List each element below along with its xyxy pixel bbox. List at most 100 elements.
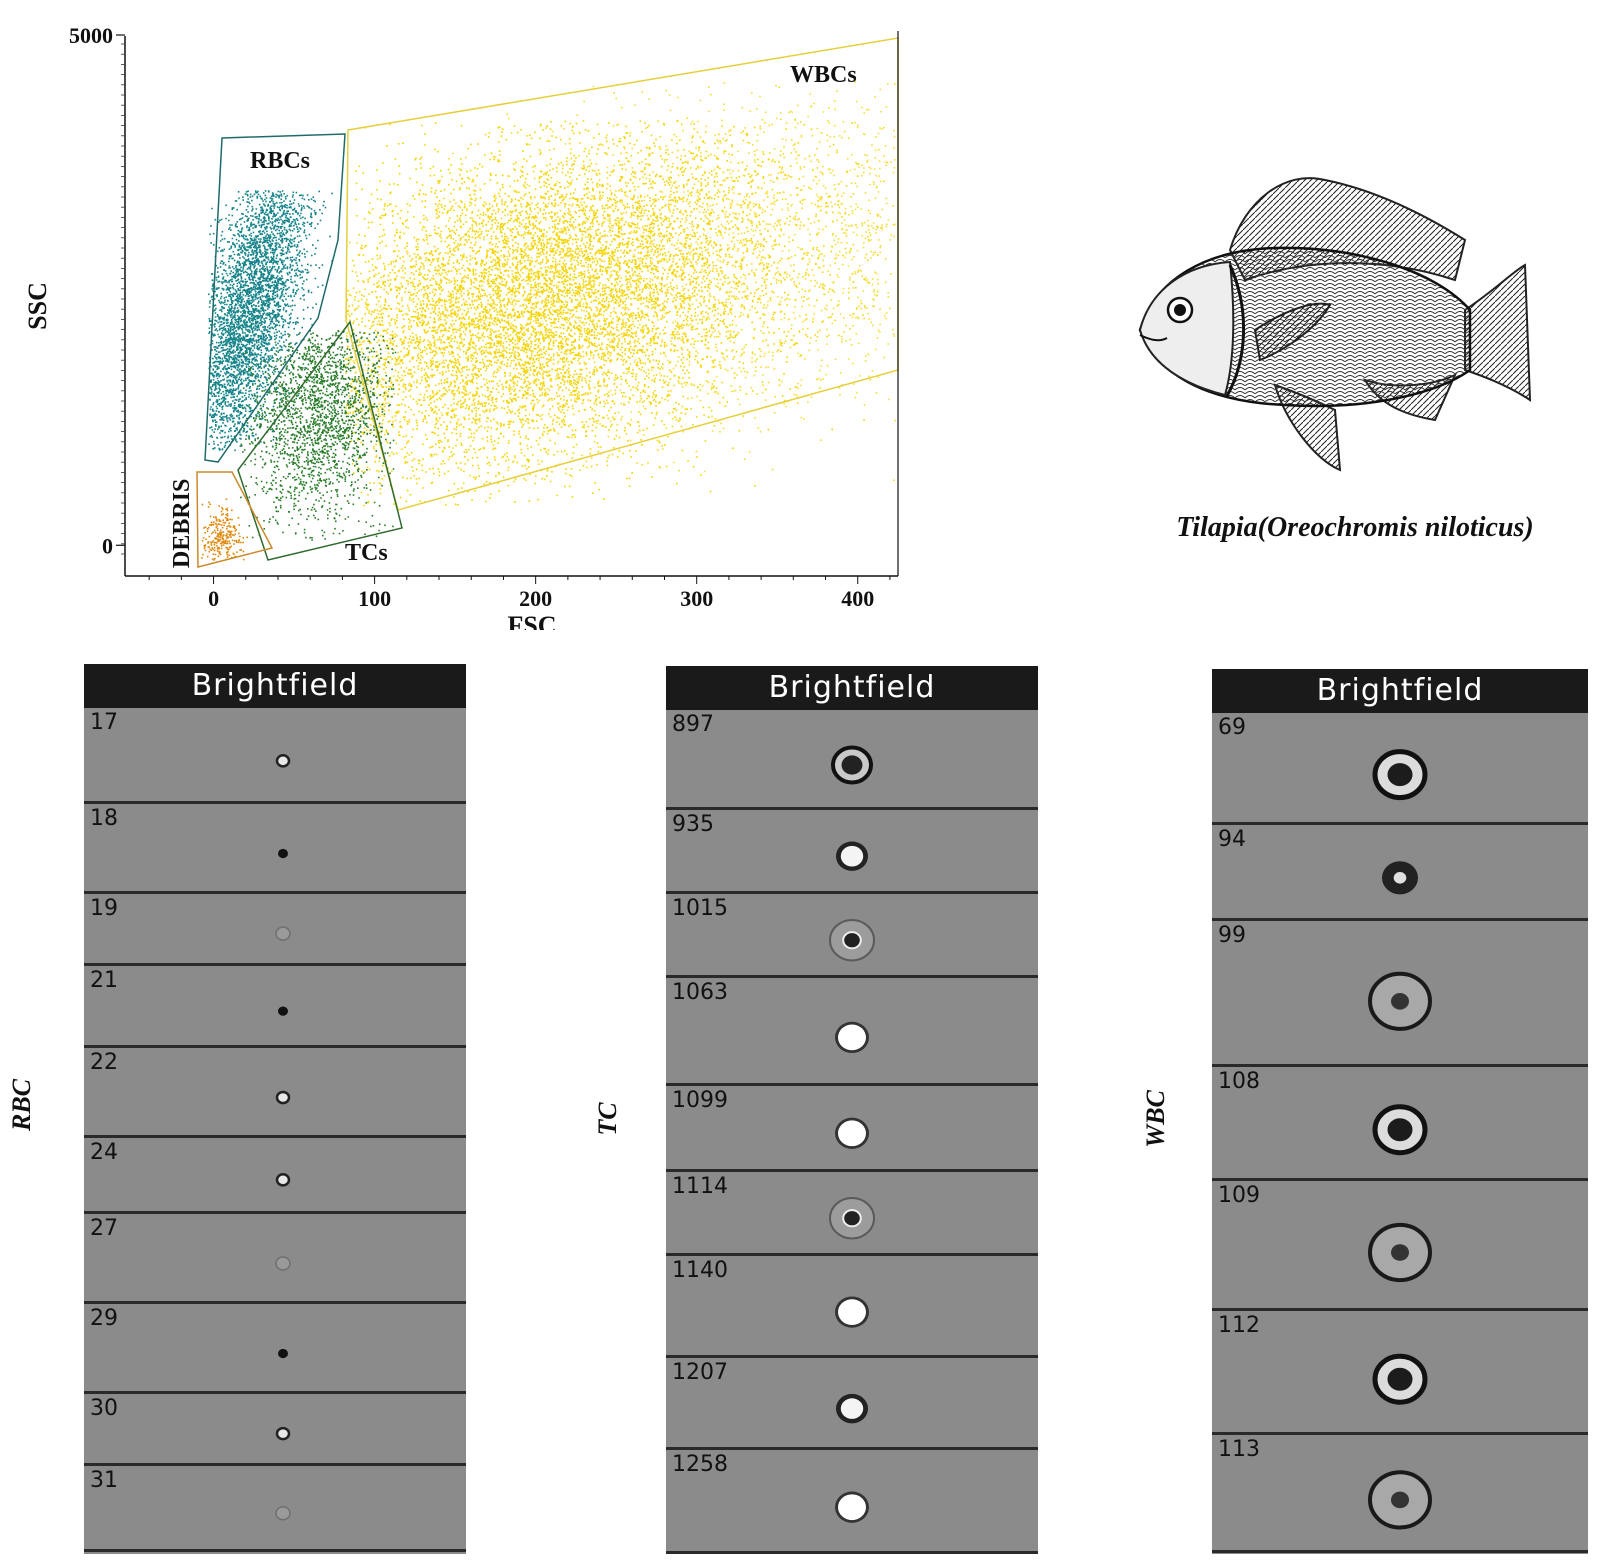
cell-id-label: 1015 (672, 896, 728, 921)
cell-nucleus (1391, 1244, 1409, 1261)
cell-image (1382, 861, 1418, 895)
cell-image-row: 94 (1212, 825, 1588, 921)
cell-body (838, 1120, 866, 1147)
x-tick-label: 0 (208, 586, 219, 611)
tc-brightfield-panel: Brightfield 897 935 1015 1063 1099 1114 1140 120… (666, 666, 1038, 1554)
wbc-dots (345, 120, 889, 507)
cell-image-row: 1099 (666, 1086, 1038, 1172)
cell-nucleus (842, 931, 862, 950)
cell-image (835, 1491, 869, 1523)
wbcs-gate (345, 37, 899, 511)
cell-id-label: 1114 (672, 1174, 728, 1199)
debris-dots (201, 498, 261, 561)
cell-nucleus (1391, 1491, 1409, 1509)
cell-image (835, 1296, 869, 1328)
rbcs-gate-label: RBCs (250, 148, 310, 174)
cell-body (275, 754, 291, 768)
cell-image (831, 745, 873, 785)
cell-id-label: 24 (90, 1140, 118, 1165)
rbc-side-label: RBC (7, 1078, 36, 1132)
cell-id-label: 30 (90, 1396, 118, 1421)
cell-image (278, 848, 288, 859)
cell-image (275, 926, 291, 941)
cell-nucleus (1387, 1118, 1413, 1142)
cell-image-row: 18 (84, 804, 466, 894)
cell-image-row: 113 (1212, 1435, 1588, 1553)
cell-body (275, 1090, 291, 1105)
cell-nucleus (1387, 1367, 1413, 1391)
cell-image-row: 31 (84, 1466, 466, 1552)
cell-image (278, 1006, 288, 1016)
cell-image-row: 22 (84, 1048, 466, 1138)
y-tick-label: 5000 (69, 23, 113, 48)
cell-id-label: 112 (1218, 1313, 1260, 1338)
cell-body (840, 845, 864, 867)
cell-image (275, 1256, 291, 1271)
cell-id-label: 1140 (672, 1258, 728, 1283)
cell-id-label: 17 (90, 710, 118, 735)
cell-image-row: 30 (84, 1394, 466, 1466)
cell-image (1368, 971, 1432, 1031)
y-tick-label: 0 (102, 533, 113, 558)
cell-image (275, 1173, 291, 1187)
cell-id-label: 1099 (672, 1088, 728, 1113)
cell-body (275, 1173, 291, 1187)
scatter-dots (201, 81, 896, 561)
cell-body (840, 1398, 864, 1419)
cell-body (278, 1348, 288, 1359)
cell-body (275, 1506, 291, 1521)
cell-image (275, 1090, 291, 1105)
cell-nucleus (842, 1209, 862, 1228)
cell-image (275, 754, 291, 768)
cell-id-label: 19 (90, 896, 118, 921)
cell-image (1372, 1353, 1428, 1405)
cell-image-row: 27 (84, 1214, 466, 1304)
wbc-brightfield-panel: Brightfield 69 94 99 108 109 112 113 (1212, 669, 1588, 1554)
cell-id-label: 935 (672, 812, 714, 837)
cell-image (275, 1426, 291, 1441)
cell-image (835, 1021, 869, 1054)
cell-nucleus (841, 755, 863, 775)
x-tick-label: 200 (519, 586, 552, 611)
x-tick-label: 300 (680, 586, 713, 611)
cell-id-label: 94 (1218, 827, 1246, 852)
cell-id-label: 109 (1218, 1183, 1260, 1208)
cell-nucleus (1387, 763, 1413, 787)
cell-image (1368, 1222, 1432, 1283)
cell-image-row: 1258 (666, 1450, 1038, 1554)
cell-image-row: 1015 (666, 894, 1038, 978)
cell-image-row: 1207 (666, 1358, 1038, 1450)
cell-body (278, 848, 288, 859)
cell-image-row: 19 (84, 894, 466, 966)
cell-image (836, 1393, 868, 1424)
cell-image-row: 21 (84, 966, 466, 1048)
flow-cytometry-scatter-plot: WBCs RBCs TCs DEBRIS 5000 0 0 100 200 300 400 FSC SS… (23, 23, 899, 630)
debris-gate (196, 471, 274, 568)
cell-image-row: 109 (1212, 1181, 1588, 1311)
tcs-gate (237, 320, 403, 561)
cell-id-label: 31 (90, 1468, 118, 1493)
cell-nucleus (1391, 993, 1409, 1010)
gate-polygons (196, 37, 899, 568)
cell-body (275, 1426, 291, 1441)
cell-image (835, 1117, 869, 1149)
cell-image-row: 69 (1212, 713, 1588, 825)
cell-image (829, 918, 875, 962)
cell-highlight (1393, 872, 1407, 884)
cell-image (1372, 1104, 1428, 1156)
tcs-gate-label: TCs (345, 540, 388, 566)
rbc-brightfield-panel: Brightfield 17 18 19 21 22 24 27 29 30 31 (84, 664, 466, 1554)
rbcs-gate (204, 133, 346, 463)
cell-id-label: 21 (90, 968, 118, 993)
x-axis-label: FSC (507, 611, 556, 630)
cell-id-label: 22 (90, 1050, 118, 1075)
brightfield-header: Brightfield (1212, 669, 1588, 713)
wbcs-gate-label: WBCs (790, 62, 857, 88)
debris-gate-label: DEBRIS (169, 479, 195, 568)
cell-id-label: 69 (1218, 715, 1246, 740)
cell-id-label: 113 (1218, 1437, 1260, 1462)
cell-image (275, 1506, 291, 1521)
labels: WBCs RBCs TCs DEBRIS 5000 0 0 100 200 300 400 FSC SS… (23, 23, 874, 630)
cell-id-label: 29 (90, 1306, 118, 1331)
cell-body (275, 926, 291, 941)
